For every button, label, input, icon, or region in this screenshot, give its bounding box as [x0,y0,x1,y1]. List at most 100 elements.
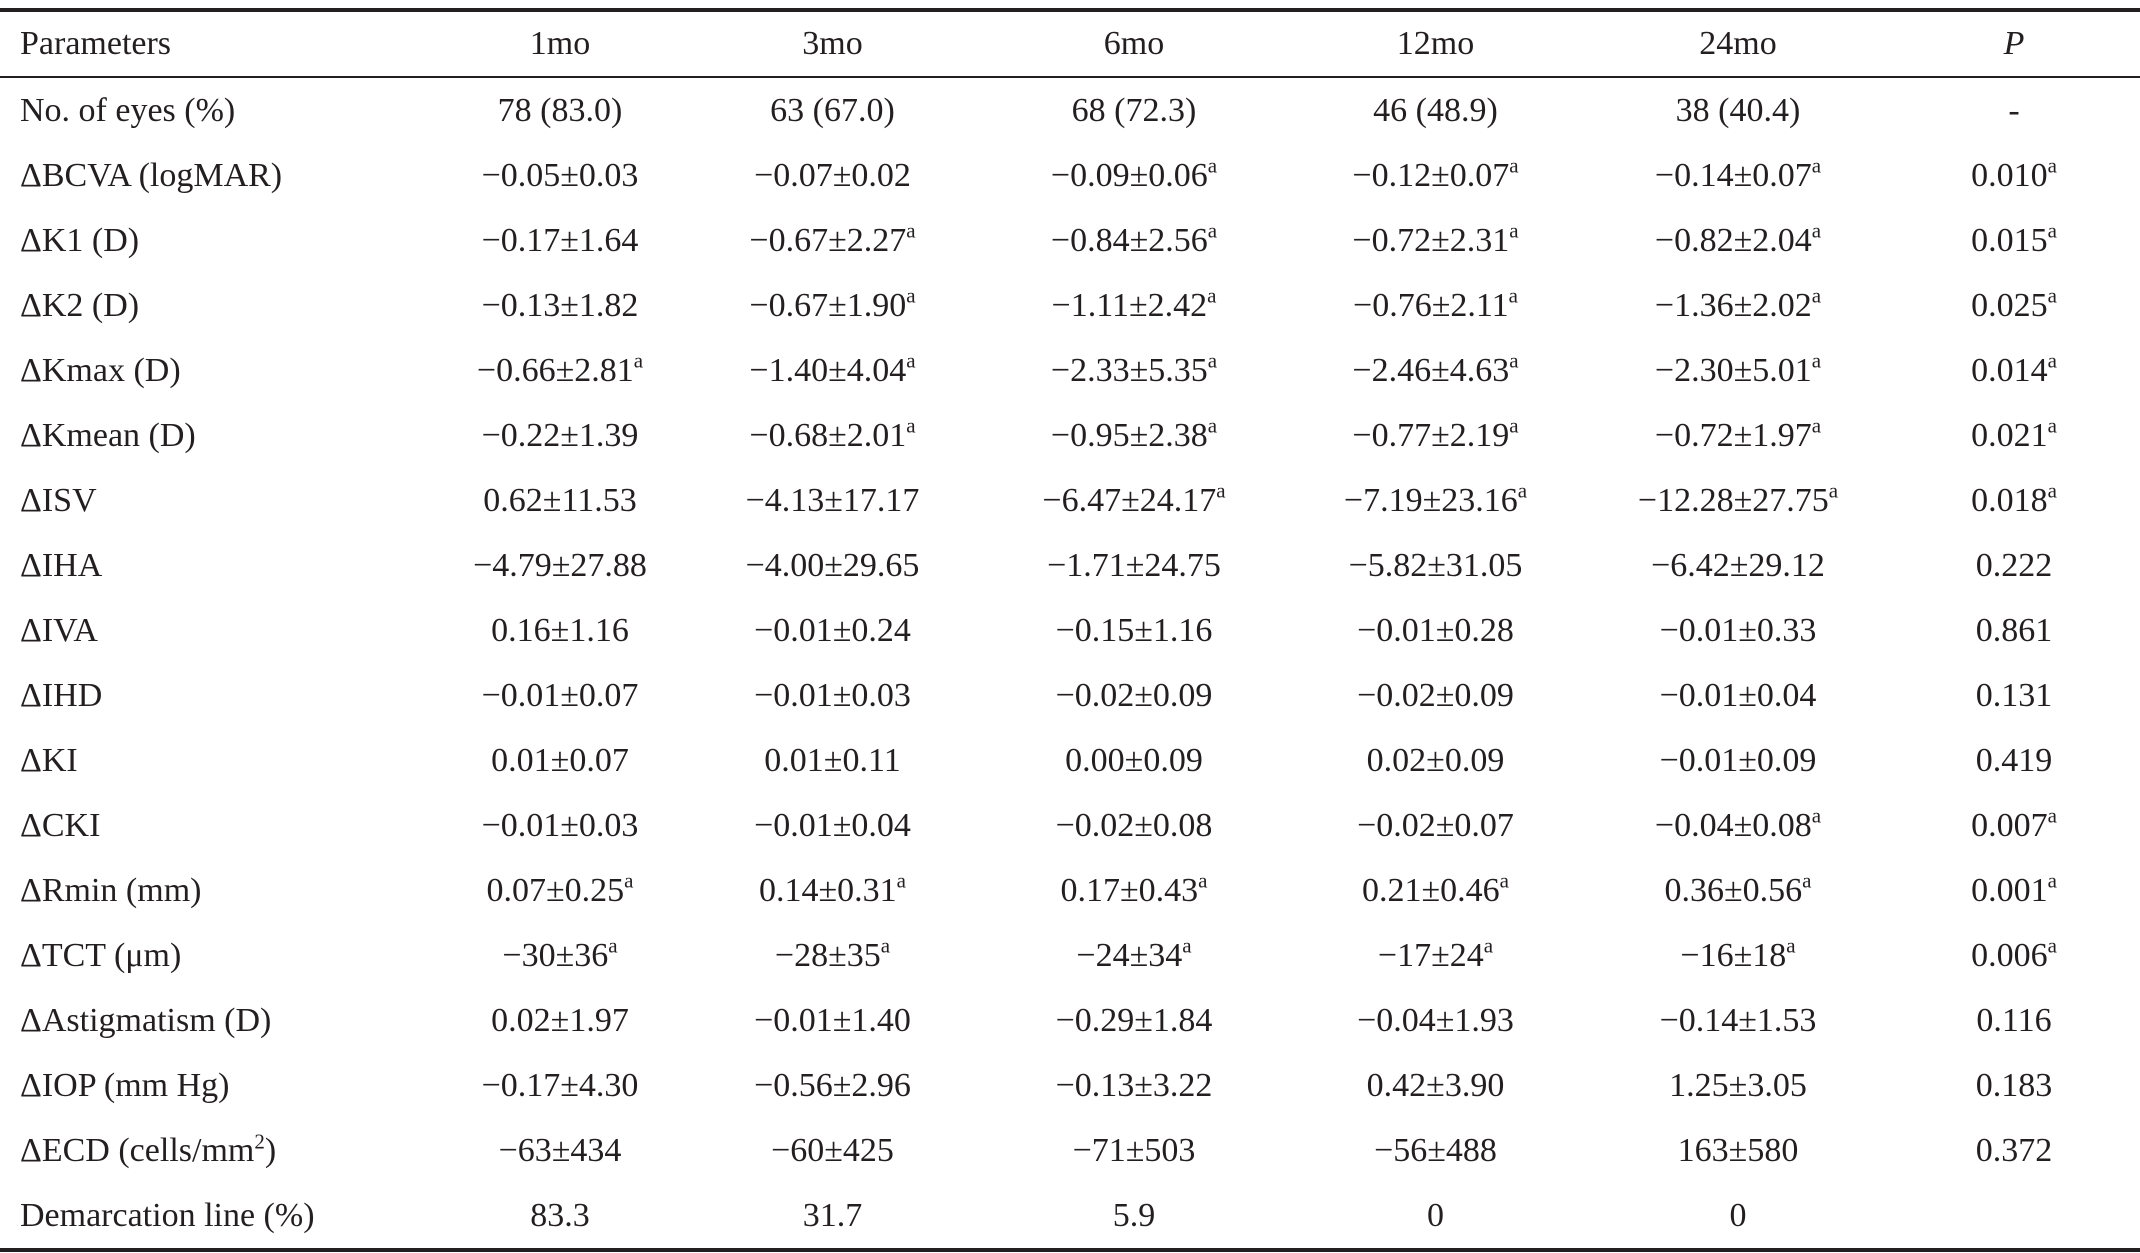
cell-1mo: −0.22±1.39 [440,403,680,468]
significance-footnote-mark: a [2047,217,2057,242]
cell-value: 38 (40.4) [1675,91,1801,129]
cell-24mo: 1.25±3.05 [1588,1053,1888,1118]
cell-6mo: −0.09±0.06a [985,143,1283,208]
significance-footnote-mark: a [906,412,916,437]
table-row: ΔK2 (D) −0.13±1.82 −0.67±1.90a −1.11±2.42a −… [0,273,2140,338]
cell-1mo: −0.17±1.64 [440,208,680,273]
data-table-container: Parameters 1mo 3mo 6mo 12mo 24mo P No. o… [0,8,2140,1252]
row-parameter-label: ΔKmean (D) [0,403,440,468]
cell-value: −0.13±3.22 [1055,1066,1213,1104]
cell-value: 0.116 [1976,1001,2052,1039]
cell-value: −0.02±0.08 [1055,806,1213,844]
cell-value: 0.006 [1971,936,2048,974]
cell-value: −0.82±2.04 [1654,221,1812,259]
cell-24mo: −0.04±0.08a [1588,793,1888,858]
table-row: ΔECD (cells/mm2) −63±434 −60±425 −71±503 −56… [0,1118,2140,1183]
cell-value: −0.05±0.03 [481,156,639,194]
header-12mo: 12mo [1396,25,1475,62]
parameter-text: ΔCKI [20,806,101,844]
table-row: ΔKI 0.01±0.07 0.01±0.11 0.00±0.09 0.02±0.09 −… [0,728,2140,793]
significance-footnote-mark: a [2047,867,2057,892]
cell-value: −0.02±0.07 [1357,806,1514,844]
significance-footnote-mark: a [1509,412,1519,437]
cell-value: −0.84±2.56 [1050,221,1208,259]
significance-footnote-mark: a [1207,282,1217,307]
cell-value: 0.014 [1971,351,2048,389]
cell-p-value: 0.021a [1888,403,2140,468]
cell-value: 0.36±0.56 [1664,871,1803,909]
cell-3mo: −0.01±0.03 [680,663,985,728]
cell-value: 0.222 [1975,546,2053,584]
cell-12mo: −0.77±2.19a [1283,403,1588,468]
cell-value: −16±18 [1680,936,1787,974]
cell-1mo: −0.13±1.82 [440,273,680,338]
cell-1mo: 0.02±1.97 [440,988,680,1053]
cell-1mo: −0.05±0.03 [440,143,680,208]
cell-value: −0.01±0.28 [1357,611,1514,649]
header-row: Parameters 1mo 3mo 6mo 12mo 24mo P [0,10,2140,77]
cell-value: −0.02±0.09 [1055,676,1213,714]
cell-value: 0.861 [1975,611,2053,649]
cell-6mo: −0.15±1.16 [985,598,1283,663]
cell-value: 0.01±0.07 [491,741,629,779]
cell-value: −4.13±17.17 [745,481,920,519]
cell-value: −0.01±0.09 [1659,741,1817,779]
cell-12mo: 0.21±0.46a [1283,858,1588,923]
significance-footnote-mark: a [906,347,916,372]
row-parameter-label: ΔECD (cells/mm2) [0,1118,440,1183]
parameter-text: ΔTCT (μm) [20,936,182,974]
cell-3mo: −4.13±17.17 [680,468,985,533]
cell-value: −0.04±1.93 [1357,1001,1514,1039]
row-parameter-label: ΔK1 (D) [0,208,440,273]
cell-value: 0.02±0.09 [1366,741,1505,779]
cell-value: 163±580 [1677,1131,1799,1169]
cell-value: −1.71±24.75 [1047,546,1221,584]
cell-12mo: −0.76±2.11a [1283,273,1588,338]
cell-12mo: −0.02±0.07 [1283,793,1588,858]
cell-1mo: 0.62±11.53 [440,468,680,533]
significance-footnote-mark: a [896,867,906,892]
table-row: ΔBCVA (logMAR) −0.05±0.03 −0.07±0.02 −0.09±… [0,143,2140,208]
cell-12mo: 0.42±3.90 [1283,1053,1588,1118]
cell-value: −0.22±1.39 [481,416,639,454]
cell-value: −0.95±2.38 [1050,416,1208,454]
significance-footnote-mark: a [2047,412,2057,437]
cell-value: 78 (83.0) [497,91,623,129]
cell-12mo: −0.12±0.07a [1283,143,1588,208]
significance-footnote-mark: a [1207,412,1218,437]
significance-footnote-mark: a [1509,347,1519,372]
parameter-text: ΔKmean (D) [20,416,196,454]
cell-24mo: 163±580 [1588,1118,1888,1183]
table-row: ΔIOP (mm Hg) −0.17±4.30 −0.56±2.96 −0.13±3.… [0,1053,2140,1118]
cell-value: 0.01±0.11 [764,741,901,779]
row-parameter-label: ΔTCT (μm) [0,923,440,988]
cell-p-value: 0.010a [1888,143,2140,208]
significance-footnote-mark: a [1811,412,1822,437]
significance-footnote-mark: a [2047,802,2057,827]
significance-footnote-mark: a [1811,152,1822,177]
cell-6mo: −1.71±24.75 [985,533,1283,598]
cell-value: −0.67±2.27 [749,221,907,259]
cell-24mo: −0.01±0.09 [1588,728,1888,793]
cell-24mo: −0.01±0.04 [1588,663,1888,728]
header-1mo: 1mo [529,25,591,62]
parameter-text: Demarcation line (%) [20,1196,315,1234]
table-row: No. of eyes (%) 78 (83.0) 63 (67.0) 68 (72.… [0,77,2140,143]
header-parameters: Parameters [20,25,172,62]
cell-value: 0.00±0.09 [1065,741,1203,779]
cell-value: 0.21±0.46 [1362,871,1500,909]
cell-12mo: −56±488 [1283,1118,1588,1183]
parameter-text: ΔIVA [20,611,98,649]
cell-value: −0.15±1.16 [1055,611,1213,649]
cell-value: −0.76±2.11 [1353,286,1509,324]
cell-24mo: −12.28±27.75a [1588,468,1888,533]
parameter-text: ΔRmin (mm) [20,871,202,909]
significance-footnote-mark: a [633,347,644,372]
cell-value: 0 [1427,1196,1444,1234]
parameter-text-tail: ) [264,1131,277,1169]
cell-1mo: −0.66±2.81a [440,338,680,403]
cell-p-value: 0.018a [1888,468,2140,533]
cell-value: −5.82±31.05 [1348,546,1523,584]
cell-value: −63±434 [498,1131,622,1169]
cell-3mo: 31.7 [680,1183,985,1250]
